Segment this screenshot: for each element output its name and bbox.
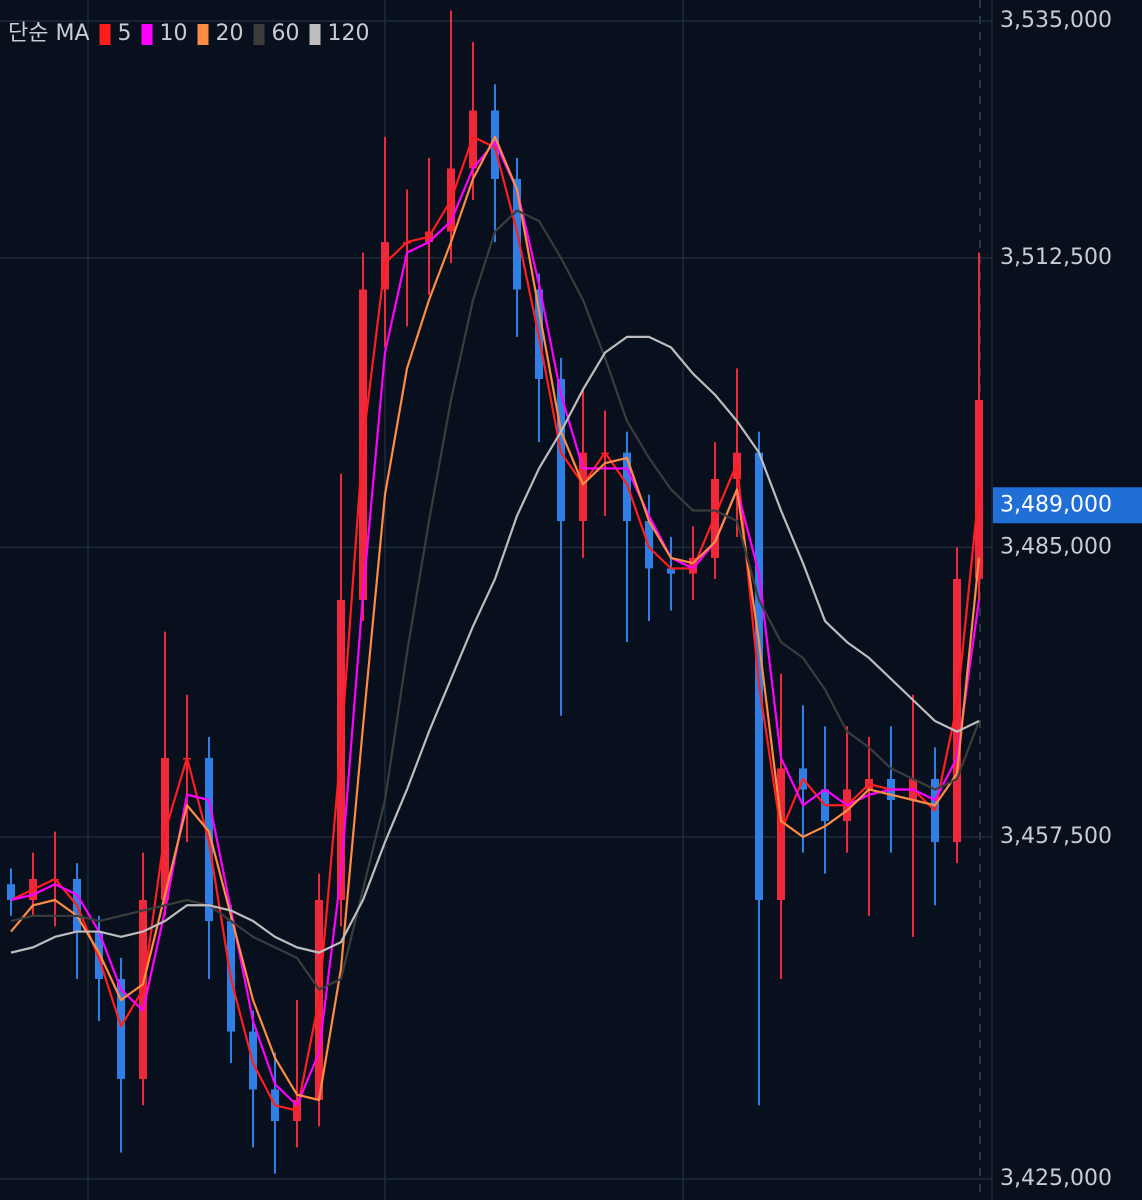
legend-label: 10 <box>160 21 188 46</box>
legend-label: 5 <box>118 21 132 46</box>
legend-swatch <box>253 24 265 45</box>
ma-line <box>10 335 980 954</box>
legend-swatch <box>197 24 209 45</box>
y-tick-label: 3,457,500 <box>1000 824 1112 849</box>
legend-swatch <box>99 24 111 45</box>
candle-body <box>7 884 15 900</box>
ma-line <box>10 135 981 1102</box>
legend-label: 20 <box>216 21 244 46</box>
candle-body <box>491 110 499 179</box>
ma-line <box>10 209 981 991</box>
legend-title: 단순 MA <box>8 21 90 46</box>
legend-swatch <box>141 24 153 45</box>
y-tick-label: 3,535,000 <box>1000 8 1112 33</box>
price-tag-label: 3,489,000 <box>1000 492 1112 517</box>
candle-body <box>579 452 587 522</box>
ma-line <box>10 135 981 1112</box>
legend-swatch <box>309 24 321 45</box>
y-tick-label: 3,512,500 <box>1000 245 1112 270</box>
y-tick-label: 3,425,000 <box>1000 1166 1112 1191</box>
y-tick-label: 3,485,000 <box>1000 534 1112 559</box>
legend-label: 120 <box>328 21 370 46</box>
price-tag <box>993 487 1142 524</box>
candle-body <box>777 768 785 900</box>
legend-label: 60 <box>272 21 300 46</box>
ma-line <box>10 141 981 1107</box>
candle-body <box>667 568 675 574</box>
candle-body <box>117 978 125 1079</box>
